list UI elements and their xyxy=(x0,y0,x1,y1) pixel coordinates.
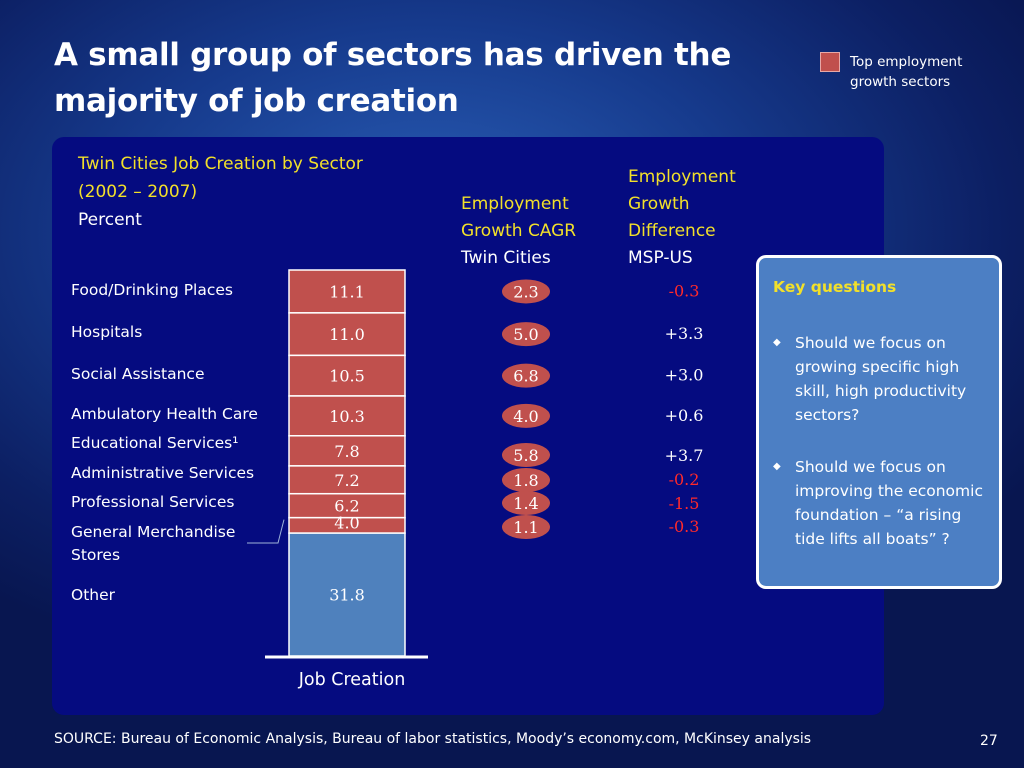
cagr-header-line3: Twin Cities xyxy=(461,248,551,268)
cagr-ellipse xyxy=(502,363,550,388)
chart-unit: Percent xyxy=(78,210,142,230)
legend-label: Top employment growth sectors xyxy=(850,54,963,90)
bar-value-label: 6.2 xyxy=(334,497,359,516)
key-questions-box: Key questions ◆ Should we focus on growi… xyxy=(756,255,1002,589)
diamond-bullet-icon: ◆ xyxy=(773,337,781,348)
cagr-ellipse xyxy=(502,322,550,347)
bar-value-label: 11.1 xyxy=(329,282,365,301)
chart-title-line2: (2002 – 2007) xyxy=(78,182,198,202)
category-label: Food/Drinking Places xyxy=(71,281,233,299)
bar-segment xyxy=(288,269,406,314)
cagr-ellipse xyxy=(502,468,550,492)
cagr-column-header: Employment Growth CAGR Twin Cities xyxy=(461,191,576,272)
key-question-1-text: Should we focus on growing specific high… xyxy=(795,334,967,424)
bar-segment xyxy=(288,312,406,357)
bar-value-label: 4.0 xyxy=(334,513,359,532)
diff-header-line4: MSP-US xyxy=(628,248,693,268)
bar-segment xyxy=(288,354,406,397)
diff-header-line2: Growth xyxy=(628,194,690,214)
key-questions-heading: Key questions xyxy=(773,278,897,296)
legend-swatch xyxy=(820,52,840,72)
cagr-value: 1.4 xyxy=(513,494,538,513)
bar-segment xyxy=(288,532,406,657)
category-label: Educational Services¹ xyxy=(71,434,239,452)
bar-value-label: 10.5 xyxy=(329,367,365,386)
cagr-value: 4.0 xyxy=(513,407,538,426)
page-number: 27 xyxy=(980,733,998,749)
growth-difference-value: +3.0 xyxy=(665,366,704,385)
bar-segment xyxy=(288,395,406,437)
cagr-value: 1.8 xyxy=(513,471,538,490)
growth-difference-value: -1.5 xyxy=(669,494,700,513)
cagr-value: 2.3 xyxy=(513,282,538,301)
diamond-bullet-icon: ◆ xyxy=(773,461,781,472)
cagr-value: 5.8 xyxy=(513,446,538,465)
growth-difference-value: -0.3 xyxy=(669,281,700,300)
growth-difference-value: +3.7 xyxy=(665,446,704,465)
category-label: Other xyxy=(71,586,116,604)
bar-value-label: 11.0 xyxy=(329,325,365,344)
cagr-value: 5.0 xyxy=(513,325,538,344)
page-title: A small group of sectors has driven the … xyxy=(54,37,732,119)
chart-panel xyxy=(52,137,884,715)
cagr-ellipse xyxy=(502,443,550,467)
leader-line xyxy=(247,519,285,544)
growth-difference-value: -0.2 xyxy=(669,470,700,489)
category-label: Ambulatory Health Care xyxy=(71,405,258,423)
bar-value-label: 31.8 xyxy=(329,586,365,605)
x-axis-label: Job Creation xyxy=(298,670,406,690)
key-question-2: ◆ Should we focus on improving the econo… xyxy=(773,455,983,551)
chart-title: Twin Cities Job Creation by Sector (2002… xyxy=(78,150,418,234)
diff-column-header: Employment Growth Difference MSP-US xyxy=(628,164,736,272)
category-label: Professional Services xyxy=(71,493,235,511)
cagr-header-line2: Growth CAGR xyxy=(461,221,577,241)
diff-header-line1: Employment xyxy=(628,167,736,187)
growth-difference-value: -0.3 xyxy=(669,517,700,536)
cagr-ellipse xyxy=(502,491,550,515)
cagr-ellipse xyxy=(502,279,550,304)
key-question-2-text: Should we focus on improving the economi… xyxy=(795,458,983,548)
cagr-value: 1.1 xyxy=(513,518,538,537)
growth-difference-value: +3.3 xyxy=(665,324,704,343)
diff-header-line3: Difference xyxy=(628,221,716,241)
cagr-ellipse xyxy=(502,403,550,428)
cagr-value: 6.8 xyxy=(513,367,538,386)
cagr-header-line1: Employment xyxy=(461,194,569,214)
bar-value-label: 10.3 xyxy=(329,407,365,426)
category-label: General Merchandise Stores xyxy=(71,523,236,564)
chart-title-line1: Twin Cities Job Creation by Sector xyxy=(78,154,363,174)
bar-value-label: 7.2 xyxy=(334,471,359,490)
source-note: SOURCE: Bureau of Economic Analysis, Bur… xyxy=(54,731,812,747)
bar-value-label: 7.8 xyxy=(334,442,359,461)
growth-difference-value: +0.6 xyxy=(665,406,704,425)
category-label: Social Assistance xyxy=(71,365,205,383)
cagr-ellipse xyxy=(502,515,550,539)
category-label: Hospitals xyxy=(71,323,143,341)
category-label: Administrative Services xyxy=(71,464,255,482)
key-question-1: ◆ Should we focus on growing specific hi… xyxy=(773,331,983,427)
